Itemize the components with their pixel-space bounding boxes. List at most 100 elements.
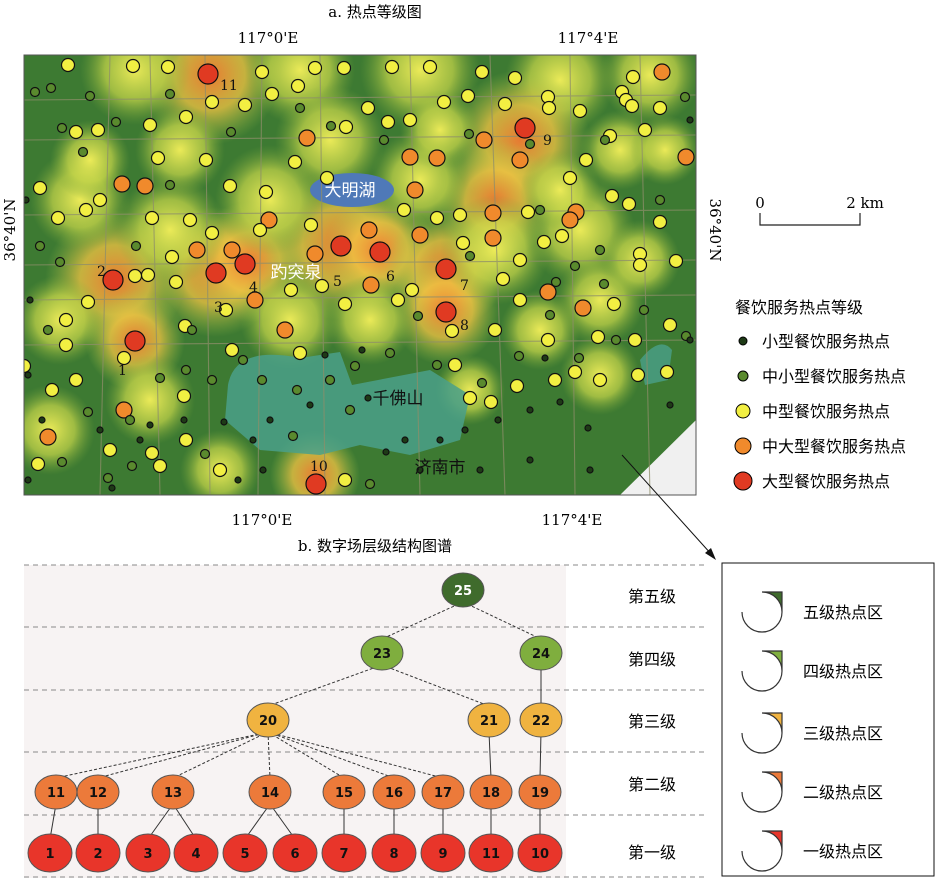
tree-node: 17 [421,774,465,810]
tree-node-label: 11 [47,786,65,801]
map-legend-item: 大型餐饮服务热点 [733,471,890,491]
hotspot-point [260,211,278,229]
hotspot-point [630,367,646,383]
heat-blob [440,195,550,305]
hotspot-point [276,321,294,339]
level-label: 第三级 [628,712,676,731]
tree-node: 16 [372,774,416,810]
mountain-park [225,352,470,455]
hotspot-point [254,64,270,80]
heat-blob [240,270,340,370]
hotspot-number: 11 [220,78,238,94]
hotspot-point [124,414,136,426]
hotspot-point [218,302,234,318]
hotspot-point [45,82,57,94]
hotspot-point [30,456,46,472]
hotspot-number: 8 [460,318,469,334]
hotspot-point [540,332,556,348]
hotspot-point [39,428,57,446]
tree-node-label: 8 [389,847,398,862]
hotspot-point [539,283,557,301]
hotspot-point [58,337,74,353]
hotspot-point [360,100,376,116]
hotspot-point [536,234,552,250]
hotspot-point [303,217,319,233]
hotspot-point [599,134,611,146]
hotspot-point [96,426,104,434]
hotspot-number: 1 [118,363,127,379]
tree-node-shape [518,774,562,810]
level-dividers [24,564,706,878]
hotspot-point [154,372,166,384]
hotspot-point [222,178,238,194]
hotspot-point [252,222,268,238]
tree-node-label: 18 [482,786,500,801]
hotspot-point [136,177,154,195]
hotspot-point [38,416,46,424]
hotspot-point [337,296,353,312]
hotspot-point [225,126,237,138]
hotspot-point [396,202,412,218]
hotspot-point [578,152,594,168]
hotspot-point [344,404,356,416]
hotspot-point [666,401,674,409]
heat-blob [24,385,95,475]
hotspot-point [494,416,502,424]
map-legend-item: 中型餐饮服务热点 [735,402,890,421]
tree-node-shape [125,833,171,873]
hotspot-point [180,416,188,424]
tree-node-label: 1 [45,847,54,862]
hotspot-point [126,460,138,472]
hotspot-point [204,225,220,241]
hotspot-point [476,466,484,474]
hotspot-point [237,97,253,113]
heat-blob [135,105,225,195]
tree-legend-item: 五级热点区 [741,591,883,633]
tree-legend-label: 二级热点区 [803,783,883,802]
hotspot-point [497,96,513,112]
hotspot-point [337,472,353,488]
hotspot-point [258,184,274,200]
hotspot-point [431,359,443,371]
tree-node-label: 14 [261,786,279,801]
tree-node-label: 4 [191,847,200,862]
tree-node: 25 [441,572,485,608]
tree-node-label: 9 [438,847,447,862]
coord-top-left: 117°0'E [238,29,299,47]
hotspot-point [476,377,488,389]
hotspot-point [314,278,330,294]
hotspot-point [526,406,534,414]
hotspot-point [90,122,106,138]
hotspot-point [127,268,143,284]
hotspot-point [197,63,219,85]
level-label: 第一级 [628,843,676,862]
pointer-arrow-line [621,454,713,556]
hotspot-point [574,299,592,317]
hotspot-numbers: 1 2 3 4 5 6 7 8 9 10 11 [97,78,552,475]
hotspot-point [474,64,490,80]
map-legend-label: 中大型餐饮服务热点 [762,437,906,456]
label-lake: 大明湖 [325,181,376,201]
hotspot-point [164,88,176,100]
hotspot-point [384,347,396,359]
hotspot-point [520,204,536,220]
hotspot-number: 2 [97,264,106,280]
tree-node-shape [322,774,366,810]
hotspot-point [411,226,429,244]
heat-blob [215,145,325,255]
tree-node: 19 [518,774,562,810]
map-legend: 餐饮服务热点等级 小型餐饮服务热点 中小型餐饮服务热点 中型餐饮服务热点 中大型… [733,298,906,491]
hotspot-point [483,394,499,410]
hotspot-point [428,149,446,167]
hotspot-point [573,352,585,364]
tree-edge [147,803,174,840]
tree-node-shape [441,572,485,608]
hotspot-point [422,59,438,75]
scale-bar: 0 2 km [755,194,884,226]
hotspot-point [188,241,206,259]
hotspot-point [249,436,257,444]
tree-edges [49,601,542,840]
tree-node-label: 17 [434,786,452,801]
